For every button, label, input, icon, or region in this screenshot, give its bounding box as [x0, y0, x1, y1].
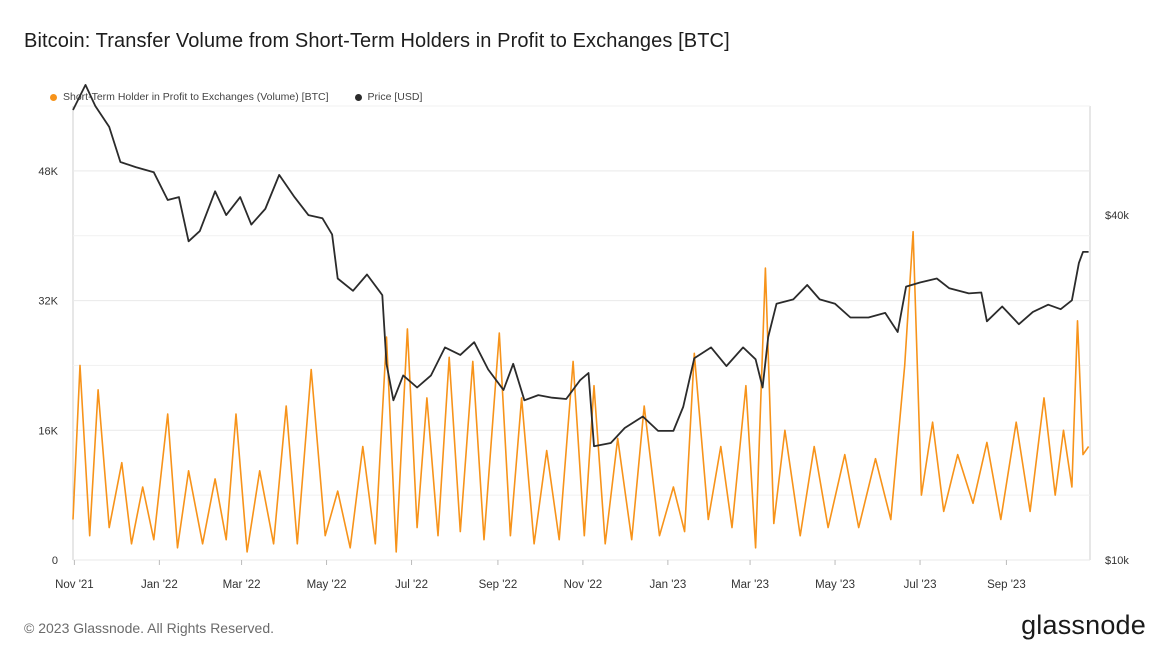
legend-dot-volume [50, 93, 57, 101]
x-tick-label: May '22 [307, 579, 347, 591]
axis-ticks: 0 16K 32K 48K $10k $40k Nov '21 Jan '22 Mar '22 M… [38, 166, 1129, 591]
y-left-tick-label: 32K [38, 296, 58, 308]
chart-area[interactable]: 0 16K 32K 48K $10k $40k Nov '21 Jan '22 Mar '22 M… [0, 0, 1170, 600]
y-left-tick-label: 16K [38, 425, 58, 437]
x-tick-label: Nov '22 [564, 579, 603, 591]
legend-label-price: Price [USD] [367, 91, 423, 103]
legend: Short-Term Holder in Profit to Exchanges… [50, 91, 422, 103]
legend-item-price[interactable]: Price [USD] [354, 91, 423, 103]
x-tick-label: Mar '23 [731, 579, 769, 591]
legend-dot-price [354, 93, 362, 101]
x-tick-label: Sep '22 [479, 579, 518, 591]
y-right-tick-label: $10k [1105, 555, 1129, 567]
x-tick-label: Jul '22 [395, 579, 428, 591]
x-tick-label: Jan '22 [141, 579, 178, 591]
series-layer [72, 84, 1090, 553]
copyright-text: © 2023 Glassnode. All Rights Reserved. [24, 620, 275, 636]
x-tick-label: Jan '23 [650, 579, 687, 591]
series-line-volume [72, 230, 1090, 553]
series-line-price [72, 84, 1089, 448]
y-left-tick-label: 0 [52, 555, 58, 567]
y-right-tick-label: $40k [1105, 210, 1129, 222]
x-tick-label: Mar '22 [223, 579, 261, 591]
chart-title: Bitcoin: Transfer Volume from Short-Term… [24, 30, 730, 52]
x-tick-label: Jul '23 [904, 579, 937, 591]
y-left-tick-label: 48K [38, 166, 58, 178]
glassnode-logo: glassnode [1021, 610, 1146, 640]
x-tick-label: Nov '21 [55, 579, 94, 591]
x-tick-label: May '23 [815, 579, 855, 591]
x-tick-label: Sep '23 [987, 579, 1026, 591]
legend-label-volume: Short-Term Holder in Profit to Exchanges… [63, 91, 329, 103]
legend-item-volume[interactable]: Short-Term Holder in Profit to Exchanges… [50, 91, 329, 103]
